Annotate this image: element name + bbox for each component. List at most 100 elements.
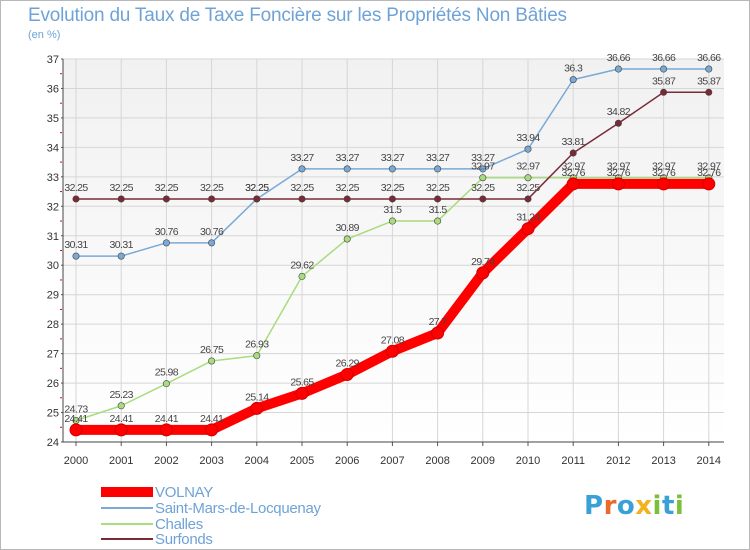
legend-swatch-challes xyxy=(101,523,153,525)
data-point-saint-mars-de-locquenay xyxy=(388,165,396,173)
logo-letter: x xyxy=(635,491,653,521)
data-label-surfonds: 32.25 xyxy=(245,182,269,194)
data-point-volnay xyxy=(340,368,354,382)
data-point-surfonds xyxy=(388,195,396,203)
legend-item-volnay[interactable]: VOLNAY xyxy=(101,483,213,501)
data-point-volnay xyxy=(566,177,580,191)
data-point-volnay xyxy=(657,177,671,191)
logo-letter: i xyxy=(652,491,662,521)
data-point-saint-mars-de-locquenay xyxy=(614,65,622,73)
data-labels: 30.31 30.31 30.76 30.76 32.25 33.27 33.27 33.27… xyxy=(64,52,721,425)
data-point-surfonds xyxy=(614,119,622,127)
data-label-volnay: 24.41 xyxy=(200,413,224,425)
data-label-surfonds: 34.82 xyxy=(607,106,631,118)
data-label-challes: 32.97 xyxy=(471,161,495,173)
data-label-challes: 30.89 xyxy=(336,222,360,234)
data-point-volnay xyxy=(611,177,625,191)
data-point-volnay xyxy=(702,177,716,191)
x-tick-label: 2012 xyxy=(606,455,630,467)
data-label-volnay: 25.65 xyxy=(290,376,314,388)
data-label-volnay: 32.76 xyxy=(562,167,586,179)
data-label-saint-mars-de-locquenay: 36.66 xyxy=(607,52,631,64)
data-point-volnay xyxy=(295,386,309,400)
data-label-saint-mars-de-locquenay: 30.31 xyxy=(110,239,134,251)
logo-letter: t xyxy=(661,491,675,521)
data-label-surfonds: 35.87 xyxy=(697,75,721,87)
y-tick-label: 24 xyxy=(47,437,59,449)
data-point-challes xyxy=(524,174,532,182)
data-label-challes: 29.62 xyxy=(290,259,314,271)
legend-item-challes[interactable]: Challes xyxy=(101,516,203,533)
data-label-volnay: 26.29 xyxy=(336,358,360,370)
data-point-surfonds xyxy=(569,149,577,157)
data-label-saint-mars-de-locquenay: 33.27 xyxy=(471,152,495,164)
x-tick-label: 2002 xyxy=(154,455,178,467)
plot-area xyxy=(63,59,724,442)
data-point-saint-mars-de-locquenay xyxy=(569,76,577,84)
data-label-saint-mars-de-locquenay: 36.3 xyxy=(564,63,583,75)
data-label-volnay: 32.76 xyxy=(697,167,721,179)
data-label-volnay: 32.76 xyxy=(652,167,676,179)
data-label-volnay: 25.14 xyxy=(245,391,269,403)
data-point-surfonds xyxy=(660,88,668,96)
y-tick-label: 31 xyxy=(47,231,59,243)
data-label-challes: 31.5 xyxy=(429,204,448,216)
data-label-saint-mars-de-locquenay: 33.27 xyxy=(290,152,314,164)
x-tick-label: 2003 xyxy=(199,455,223,467)
legend-swatch-surfonds xyxy=(101,538,153,540)
data-point-volnay xyxy=(385,344,399,358)
data-label-challes: 26.93 xyxy=(245,339,269,351)
y-tick-label: 34 xyxy=(47,142,59,154)
data-label-challes: 32.97 xyxy=(652,161,676,173)
data-label-challes: 32.97 xyxy=(562,161,586,173)
gridlines xyxy=(63,58,724,442)
data-point-challes xyxy=(208,357,216,365)
unit-label: (en %) xyxy=(28,29,61,41)
data-point-surfonds xyxy=(705,88,713,96)
y-tick-label: 29 xyxy=(47,290,59,302)
data-label-volnay: 32.76 xyxy=(607,167,631,179)
data-point-saint-mars-de-locquenay xyxy=(524,145,532,153)
y-tick-label: 37 xyxy=(47,54,59,66)
x-tick-label: 2000 xyxy=(64,455,88,467)
data-point-volnay xyxy=(476,266,490,280)
data-label-surfonds: 32.25 xyxy=(110,182,134,194)
y-tick-label: 36 xyxy=(47,83,59,95)
data-label-surfonds: 32.25 xyxy=(426,182,450,194)
data-label-saint-mars-de-locquenay: 30.76 xyxy=(155,226,179,238)
x-tick-label: 2010 xyxy=(516,455,540,467)
data-point-surfonds xyxy=(298,195,306,203)
data-label-challes: 24.73 xyxy=(64,403,88,415)
y-tick-label: 32 xyxy=(47,201,59,213)
data-label-saint-mars-de-locquenay: 33.27 xyxy=(336,152,360,164)
data-point-challes xyxy=(388,217,396,225)
legend-swatch-saint-mars xyxy=(101,507,153,509)
legend-item-surfonds[interactable]: Surfonds xyxy=(101,531,213,548)
data-point-surfonds xyxy=(434,195,442,203)
data-label-saint-mars-de-locquenay: 33.27 xyxy=(381,152,405,164)
data-point-volnay xyxy=(114,423,128,437)
x-tick-label: 2005 xyxy=(290,455,314,467)
data-label-saint-mars-de-locquenay: 36.66 xyxy=(652,52,676,64)
data-label-challes: 25.98 xyxy=(155,367,179,379)
data-point-saint-mars-de-locquenay xyxy=(343,165,351,173)
x-tick-label: 2004 xyxy=(245,455,269,467)
y-tick-label: 35 xyxy=(47,113,59,125)
x-tick-label: 2011 xyxy=(561,455,585,467)
data-point-saint-mars-de-locquenay xyxy=(434,165,442,173)
series-layer xyxy=(69,65,716,437)
data-label-volnay: 24.41 xyxy=(110,413,134,425)
data-label-challes: 32.97 xyxy=(516,161,540,173)
data-point-challes xyxy=(117,402,125,410)
legend-item-saint-mars[interactable]: Saint-Mars-de-Locquenay xyxy=(101,500,321,517)
data-label-challes: 32.97 xyxy=(697,161,721,173)
data-point-saint-mars-de-locquenay xyxy=(705,65,713,73)
x-tick-label: 2014 xyxy=(697,455,721,467)
data-point-saint-mars-de-locquenay xyxy=(298,165,306,173)
data-label-surfonds: 32.25 xyxy=(516,182,540,194)
legend-label: VOLNAY xyxy=(155,483,213,501)
y-tick-label: 33 xyxy=(47,172,59,184)
data-point-volnay xyxy=(69,423,83,437)
